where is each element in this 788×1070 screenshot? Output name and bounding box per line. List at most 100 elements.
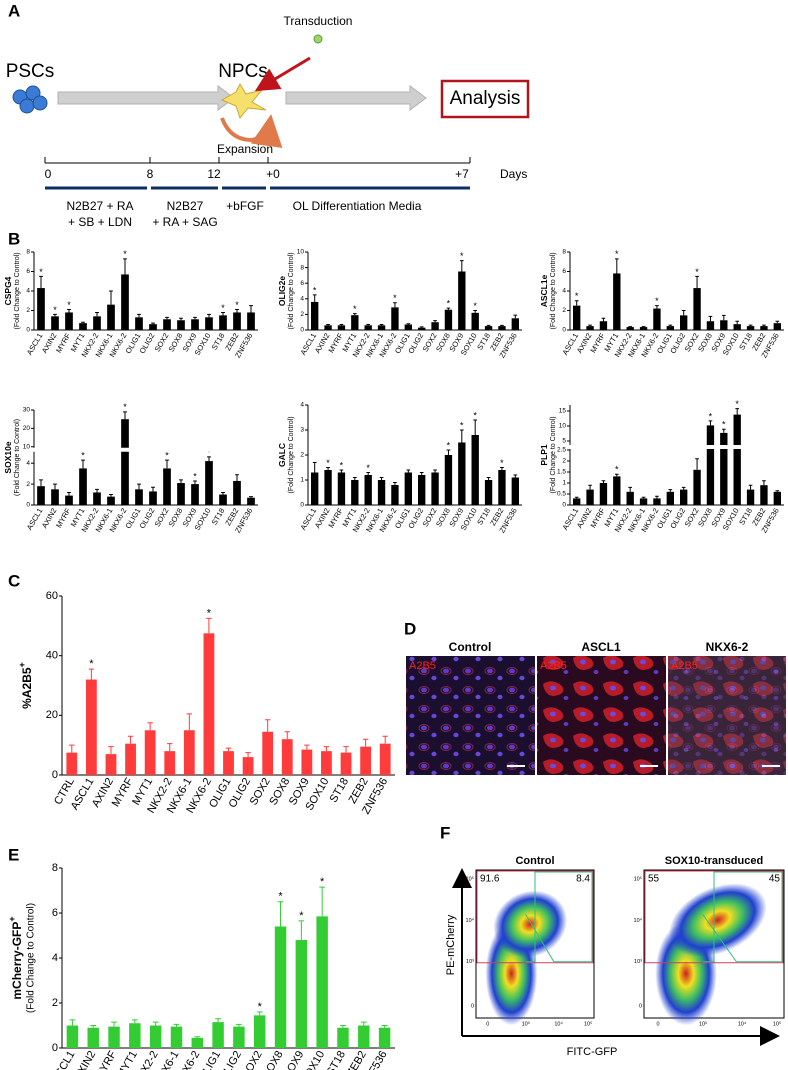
error-bar [668,489,673,492]
bar [337,472,346,505]
media-label: N2B27 + RA [66,199,133,213]
significance-mark: * [655,296,659,306]
bar [295,940,308,1048]
bar [444,309,453,330]
bar [66,1025,79,1048]
bar [626,327,634,330]
y-axis-label: SOX10e [3,441,13,473]
significance-mark: * [473,301,477,311]
y-tick-label: 1.5 [557,469,566,476]
bar [311,472,319,505]
x-tick-label: ASCL1 [25,506,45,531]
error-bar [221,311,225,316]
bar [760,485,768,505]
error-bar [406,323,411,325]
media-label: + RA + SAG [152,215,217,229]
bar [418,475,426,505]
bar [431,322,439,330]
bar [177,483,185,505]
y-axis-label-text: mCherry-GFP [10,922,24,1000]
error-bar [81,321,85,324]
bar [773,491,781,505]
y-axis-label-sup: + [7,916,17,921]
error-bar [748,484,753,490]
error-bar [406,469,411,473]
y-tick-label: 8 [52,862,58,874]
bar [125,743,136,775]
x-tick-label: ZEB2 [345,1049,369,1070]
error-bar [486,324,491,327]
x-tick-label: SOX9 [281,1049,306,1070]
bar [418,327,426,330]
error-bar [382,735,388,744]
error-bar [193,480,197,485]
flow-x-tick: 0 [486,1021,489,1027]
bar [573,305,581,330]
significance-mark: * [89,658,94,670]
flow-x-tick: 10³ [522,1021,530,1027]
flow-xlabel: FITC-GFP [567,1046,618,1058]
flow-y-tick: 10³ [634,959,642,965]
bar [378,1027,391,1048]
error-bar [95,311,99,317]
x-tick-label: ASCL1 [560,331,580,356]
bar [471,312,479,330]
flow-x-tick: 10⁴ [738,1020,747,1027]
bar [205,317,213,330]
error-bar [735,408,740,415]
psc-icon [12,85,48,114]
error-bar [628,486,633,492]
bar [653,308,661,330]
error-bar [393,482,397,485]
y-axis-label: PLP1 [539,444,549,466]
y-tick-label: 8 [300,264,304,271]
y-tick-label: 30 [23,407,31,414]
error-bar [304,744,310,750]
significance-mark: * [123,249,127,259]
error-bar [446,449,451,455]
y-axis-label-text: GALC [277,443,287,467]
bar [337,1027,349,1048]
y-tick-label: 4 [300,402,304,409]
stain-label: A2B5 [409,660,436,672]
bar [37,288,45,330]
timeline [44,157,471,164]
error-bar [88,668,95,680]
bar [666,326,674,330]
significance-mark: * [709,411,713,421]
media-label: +bFGF [226,199,264,213]
flow-density [655,883,767,1026]
bar [93,316,101,330]
x-tick-label: MYRF [54,331,73,354]
bar [377,325,386,330]
bar [511,477,519,505]
significance-mark: * [575,291,579,301]
flow-y-tick: 10³ [466,959,474,965]
media-label: N2B27 [167,199,204,213]
error-bar [319,886,326,917]
error-bar [721,428,726,433]
error-bar [419,326,424,328]
bar [242,757,254,775]
timeline-tick: +0 [266,167,280,181]
error-bar [127,735,134,744]
gate [525,871,593,963]
error-bar [721,314,726,321]
media-label: OL Differentiation Media [293,199,422,213]
bar [391,485,399,505]
y-tick-label: 15 [559,408,567,415]
y-axis-sublabel: (Fold Change to Control) [550,252,557,329]
flow-y-tick: 10⁴ [634,917,643,924]
error-bar [53,483,57,490]
y-tick-label: 2 [26,307,30,314]
bar [79,468,87,505]
y-tick-label: 0.5 [557,491,566,498]
significance-mark: * [340,460,344,470]
x-tick-label: MYRF [54,506,73,529]
bar [233,312,241,330]
bar [79,323,87,330]
bar [247,497,255,505]
error-bar [433,469,437,473]
error-bar [221,491,225,495]
y-tick-label: 1 [300,477,304,484]
